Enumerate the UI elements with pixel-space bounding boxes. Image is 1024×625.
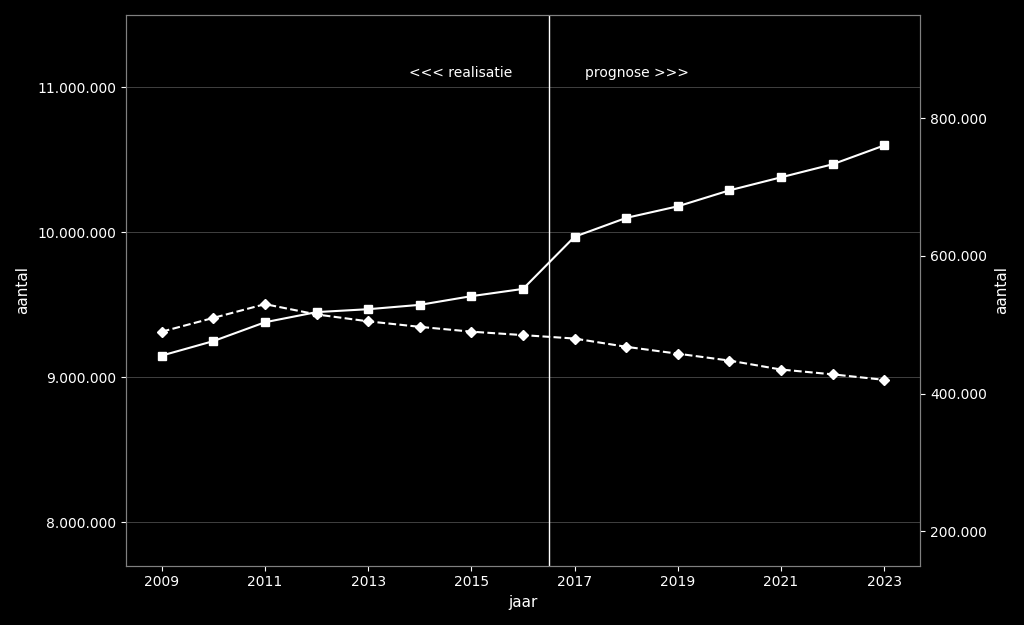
Text: <<< realisatie: <<< realisatie bbox=[410, 66, 513, 80]
Y-axis label: aantal: aantal bbox=[994, 266, 1009, 314]
Y-axis label: aantal: aantal bbox=[15, 266, 30, 314]
Text: prognose >>>: prognose >>> bbox=[585, 66, 689, 80]
X-axis label: jaar: jaar bbox=[508, 595, 538, 610]
